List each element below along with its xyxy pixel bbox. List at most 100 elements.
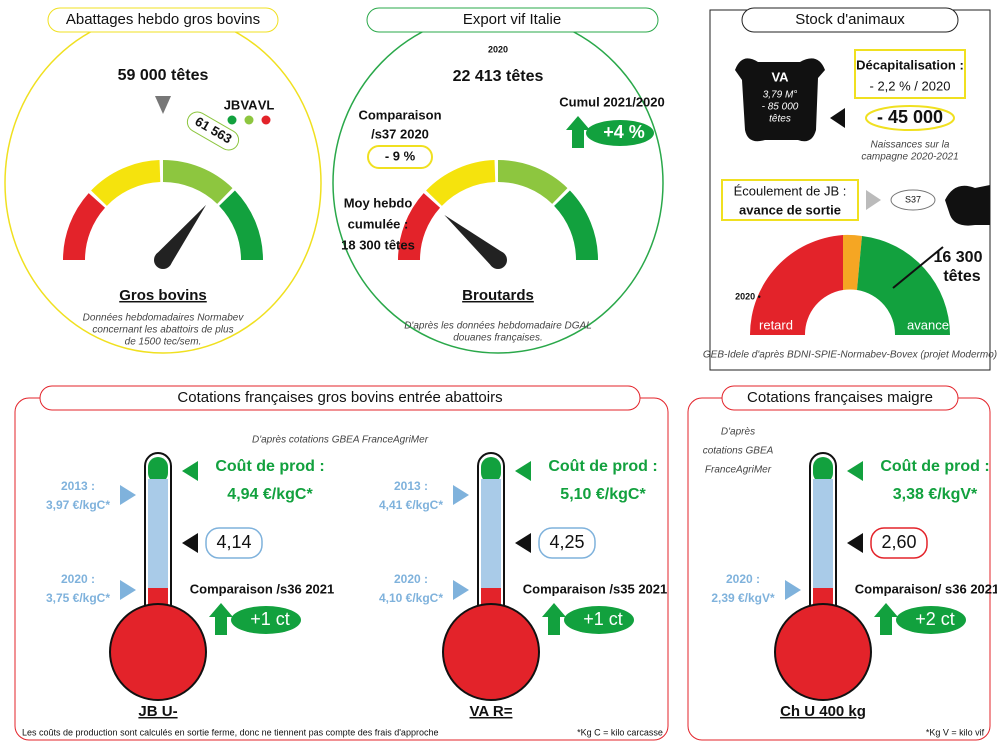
label: JB U- [138,703,177,720]
label: - 45 000 [877,107,943,127]
label: 2013 : [394,479,428,493]
label: Comparaison /s35 2021 [523,581,668,596]
label: 2,60 [881,532,916,552]
label: 2,39 €/kgV* [711,591,775,605]
thermo-bulb [775,604,871,700]
pointer [155,96,171,114]
label: 16 300 [934,249,983,266]
label: D'après cotations GBEA FranceAgriMer [252,435,429,446]
thermo-blue [481,479,501,591]
arrow [785,580,801,600]
label: Broutards [462,287,534,304]
panel-title: Abattages hebdo gros bovins [66,11,260,28]
legend-dot [245,116,254,125]
thermo-bulb [110,604,206,700]
label: 3,79 M° [763,90,798,101]
legend-label: VL [258,97,275,112]
label: concernant les abattoirs de plus [92,325,233,336]
label: cotations GBEA [703,446,774,457]
arrow [453,485,469,505]
label: avance de sortie [739,202,841,217]
label: 4,41 €/kgC* [379,498,443,512]
label: Moy hebdo [344,195,413,210]
label: 2020 [488,44,508,54]
arrow [515,461,531,481]
gauge-segment [219,191,263,260]
label: avance [907,317,949,332]
panel-title: Cotations françaises maigre [747,389,933,406]
cow-icon [945,185,990,226]
label: Cumul 2021/2020 [559,94,665,109]
gauge-segment [498,160,567,204]
label: têtes [769,114,791,125]
label: Coût de prod : [880,458,989,475]
arrow [120,485,136,505]
needle-hub [489,251,507,269]
label: Coût de prod : [548,458,657,475]
label: 2020 • [735,291,761,301]
up-arrow [209,603,233,635]
label: - 2,2 % / 2020 [870,78,951,93]
label: 4,14 [216,532,251,552]
label: Comparaison /s36 2021 [190,581,335,596]
arrow [847,461,863,481]
arrow [182,461,198,481]
label: D'après les données hebdomadaire DGAL [404,321,592,332]
label: retard [759,317,793,332]
up-arrow [542,603,566,635]
label: 3,75 €/kgC* [46,591,110,605]
needle-hub [154,251,172,269]
gauge-segment [91,160,160,206]
label: +2 ct [915,609,955,629]
arrow [515,533,531,553]
label: GEB-Idele d'après BDNI-SPIE-Normabev-Bov… [703,350,997,361]
legend-label: JB [224,97,241,112]
panel-title: Stock d'animaux [795,11,905,28]
label: VA R= [470,703,513,720]
label: cumulée : [348,216,409,231]
arrow [182,533,198,553]
thermo-bulb [443,604,539,700]
label: 4,25 [549,532,584,552]
panel-title: Cotations françaises gros bovins entrée … [177,389,502,406]
gauge-segment [426,160,495,206]
page: Abattages hebdo gros bovins59 000 têtesJ… [0,0,997,743]
label: campagne 2020-2021 [861,152,958,163]
label: Gros bovins [119,287,207,304]
panel-title: Export vif Italie [463,11,561,28]
label: *Kg V = kilo vif [926,727,985,737]
label: Écoulement de JB : [734,183,847,198]
label: +4 % [603,122,645,142]
label: douanes françaises. [453,333,543,344]
label: Coût de prod : [215,458,324,475]
label: S37 [905,194,921,204]
gauge-segment [554,191,598,260]
label: VA [771,69,789,84]
arrow [453,580,469,600]
label: 22 413 têtes [453,68,544,85]
label: - 9 % [385,148,416,163]
label: 2013 : [61,479,95,493]
label: Comparaison [358,107,441,122]
label: Décapitalisation : [856,57,964,72]
label: Comparaison/ s36 2021 [855,581,997,596]
label: Les coûts de production sont calculés en… [22,727,438,737]
label: +1 ct [250,609,290,629]
label: 4,94 €/kgC* [227,486,313,503]
thermo-blue [148,479,168,591]
panel-frame [15,398,668,740]
label: FranceAgriMer [705,465,772,476]
label: de 1500 tec/sem. [125,337,202,348]
label: +1 ct [583,609,623,629]
arrow [847,533,863,553]
label: 2020 : [61,572,95,586]
arrow [120,580,136,600]
label: Ch U 400 kg [780,703,866,720]
label: *Kg C = kilo carcasse [577,727,663,737]
label: 3,97 €/kgC* [46,498,110,512]
label: 3,38 €/kgV* [893,486,978,503]
gauge-segment [163,160,232,204]
legend-label: VA [240,97,258,112]
label: Données hebdomadaires Normabev [83,313,245,324]
arrow [830,108,845,128]
